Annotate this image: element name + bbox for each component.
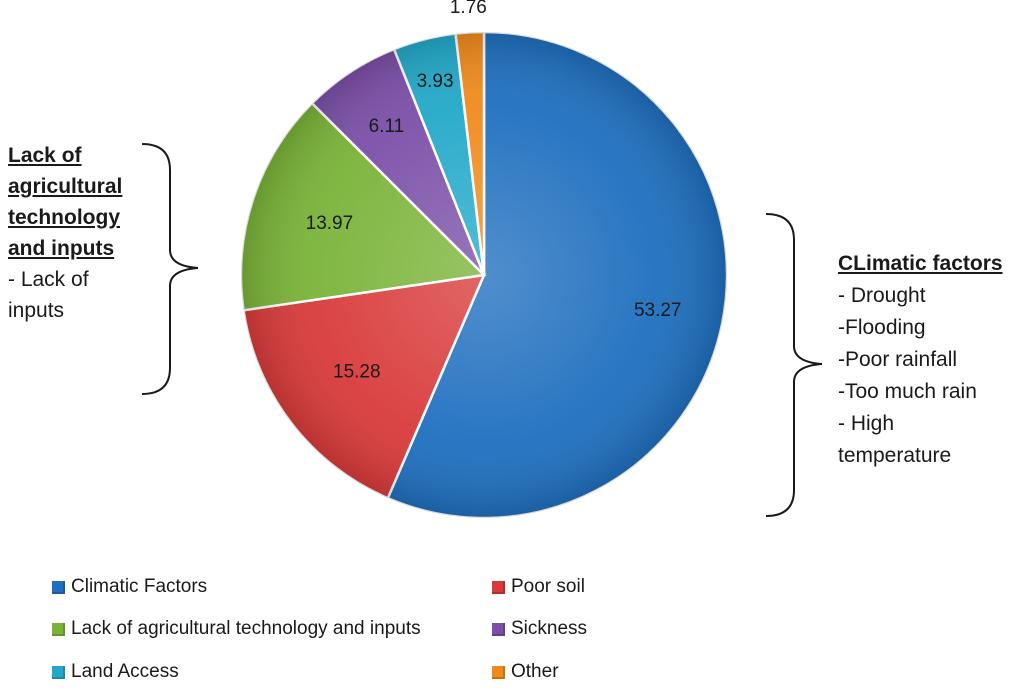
data-label: 3.93: [417, 71, 454, 92]
data-label: 13.97: [306, 213, 354, 234]
data-label: 6.11: [369, 116, 405, 137]
left-annotation: Lack of agricultural technology and inpu…: [8, 140, 158, 326]
data-label: 15.28: [333, 362, 381, 383]
right-brace: [765, 213, 823, 517]
right-annotation-item: - Drought: [838, 284, 926, 307]
right-annotation-item: -Poor rainfall: [838, 348, 958, 371]
data-label: 53.27: [634, 300, 682, 321]
right-annotation-item: -Too much rain: [838, 380, 977, 403]
left-annotation-item: - Lack of: [8, 268, 89, 291]
left-heading-line: Lack of: [8, 144, 82, 167]
left-annotation-item: inputs: [8, 299, 65, 322]
right-annotation: CLimatic factors - Drought -Flooding -Po…: [838, 248, 1024, 472]
right-annotation-item: -Flooding: [838, 316, 926, 339]
left-heading-line: technology: [8, 206, 121, 229]
right-annotation-item: - High: [838, 412, 895, 435]
right-annotation-item: temperature: [838, 444, 952, 467]
left-heading-line: agricultural: [8, 175, 123, 198]
left-brace: [141, 143, 199, 395]
left-heading-line: and inputs: [8, 237, 115, 260]
data-label: 1.76: [450, 0, 487, 18]
right-annotation-heading: CLimatic factors: [838, 252, 1003, 275]
left-annotation-heading: Lack of agricultural technology and inpu…: [8, 140, 158, 264]
